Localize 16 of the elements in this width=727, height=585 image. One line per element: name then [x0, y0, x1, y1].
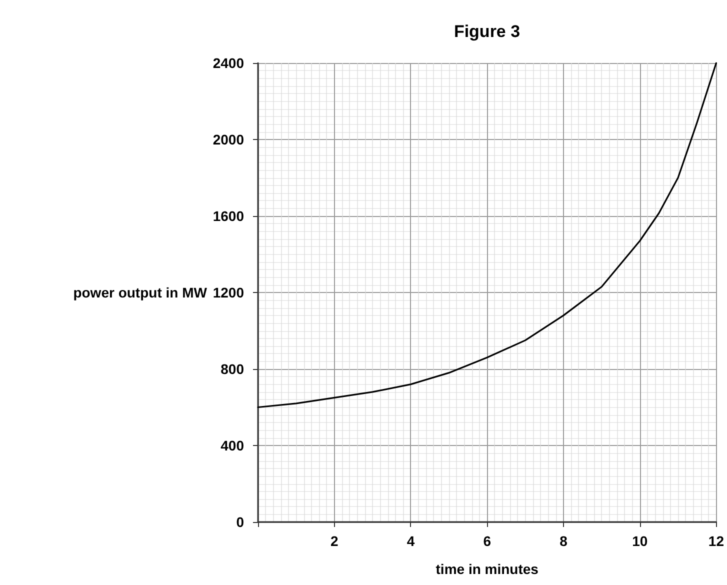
x-tick-label: 10 — [632, 533, 648, 549]
y-tick-label: 400 — [220, 438, 244, 454]
y-tick-label: 1600 — [212, 208, 244, 224]
x-tick-label: 4 — [406, 533, 415, 549]
y-tick-label: 800 — [220, 361, 244, 377]
x-tick-label: 6 — [483, 533, 492, 549]
x-tick-label: 8 — [560, 533, 568, 549]
y-axis-title: power output in MW — [73, 284, 208, 300]
y-tick-label: 0 — [236, 514, 244, 530]
y-tick-label: 2000 — [212, 132, 244, 148]
y-tick-label: 1200 — [212, 284, 244, 300]
x-tick-label: 2 — [330, 533, 338, 549]
chart-title: Figure 3 — [454, 22, 520, 41]
x-axis-title: time in minutes — [436, 561, 539, 577]
y-tick-label: 2400 — [212, 55, 244, 71]
x-tick-label: 12 — [708, 533, 724, 549]
